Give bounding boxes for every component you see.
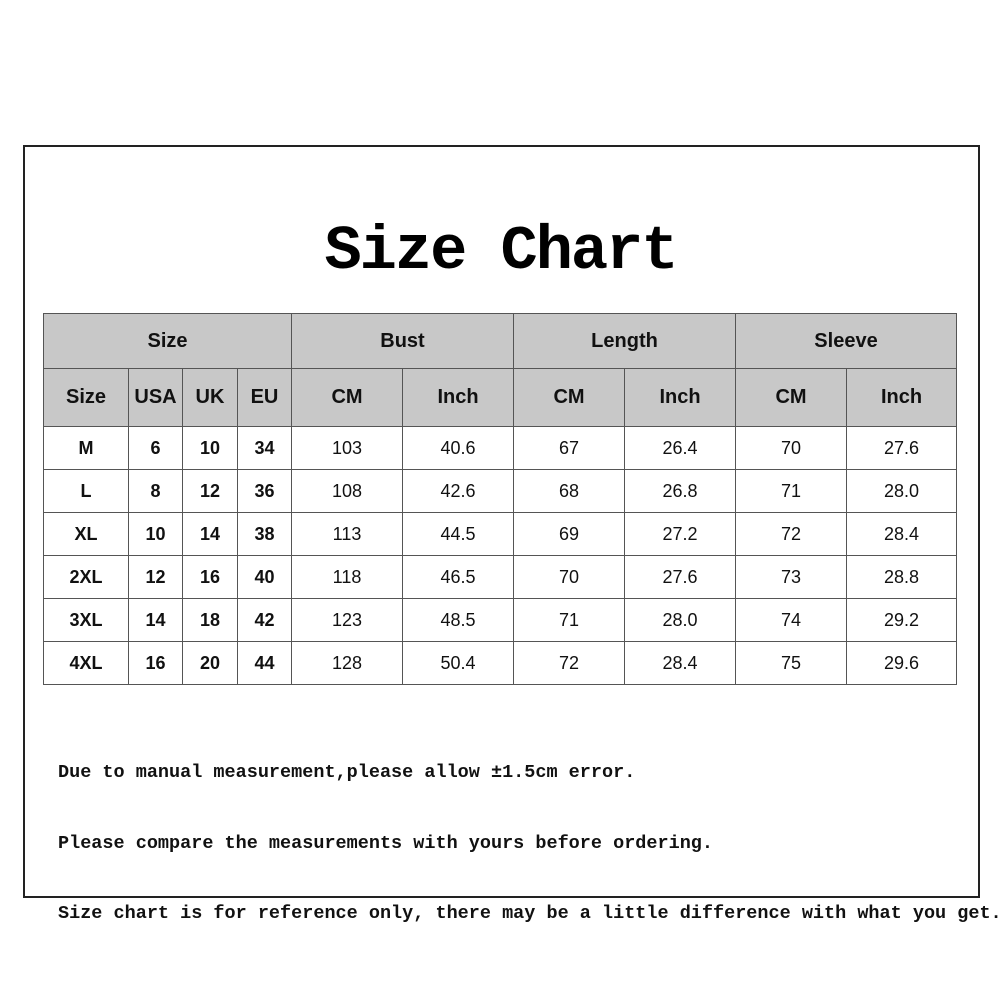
table-cell: 108 [291, 469, 403, 513]
table-cell: 14 [128, 598, 183, 642]
table-cell: 72 [735, 512, 847, 556]
group-header-size: Size [43, 313, 292, 369]
table-cell: 2XL [43, 555, 129, 599]
table-cell: 40 [237, 555, 292, 599]
table-cell: 28.4 [624, 641, 736, 685]
table-cell: 26.4 [624, 426, 736, 470]
table-cell: 34 [237, 426, 292, 470]
table-cell: 16 [182, 555, 238, 599]
table-cell: M [43, 426, 129, 470]
table-cell: 70 [513, 555, 625, 599]
table-cell: 27.2 [624, 512, 736, 556]
table-cell: 12 [128, 555, 183, 599]
table-cell: 46.5 [402, 555, 514, 599]
table-cell: 28.4 [846, 512, 957, 556]
table-row: 3XL 14 18 42 123 48.5 71 28.0 74 29.2 [43, 598, 957, 642]
table-cell: 44.5 [402, 512, 514, 556]
column-header: Inch [624, 368, 736, 427]
table-cell: 20 [182, 641, 238, 685]
table-cell: 44 [237, 641, 292, 685]
table-row: L 8 12 36 108 42.6 68 26.8 71 28.0 [43, 469, 957, 513]
table-cell: 118 [291, 555, 403, 599]
page-title: Size Chart [324, 216, 678, 287]
table-cell: 40.6 [402, 426, 514, 470]
table-row: 4XL 16 20 44 128 50.4 72 28.4 75 29.6 [43, 641, 957, 685]
table-cell: 27.6 [846, 426, 957, 470]
column-header: EU [237, 368, 292, 427]
table-cell: 113 [291, 512, 403, 556]
table-cell: 28.0 [624, 598, 736, 642]
note-line: Due to manual measurement,please allow ±… [58, 762, 636, 783]
table-cell: 50.4 [402, 641, 514, 685]
table-cell: 38 [237, 512, 292, 556]
table-cell: 42 [237, 598, 292, 642]
column-header: USA [128, 368, 183, 427]
table-cell: 29.6 [846, 641, 957, 685]
table-cell: 69 [513, 512, 625, 556]
table-cell: XL [43, 512, 129, 556]
column-header: Inch [402, 368, 514, 427]
table-cell: 27.6 [624, 555, 736, 599]
table-cell: 72 [513, 641, 625, 685]
table-cell: 12 [182, 469, 238, 513]
chart-frame [23, 145, 980, 898]
table-cell: 67 [513, 426, 625, 470]
table-cell: L [43, 469, 129, 513]
table-row: M 6 10 34 103 40.6 67 26.4 70 27.6 [43, 426, 957, 470]
table-cell: 29.2 [846, 598, 957, 642]
table-cell: 3XL [43, 598, 129, 642]
size-table: Size Bust Length Sleeve Size USA UK EU CM Inc… [43, 313, 957, 685]
column-header: CM [735, 368, 847, 427]
table-cell: 8 [128, 469, 183, 513]
group-header-bust: Bust [291, 313, 514, 369]
note-line: Size chart is for reference only, there … [58, 903, 1001, 924]
note-line: Please compare the measurements with you… [58, 832, 714, 854]
column-header: UK [182, 368, 238, 427]
table-cell: 73 [735, 555, 847, 599]
table-cell: 6 [128, 426, 183, 470]
table-cell: 71 [513, 598, 625, 642]
table-cell: 14 [182, 512, 238, 556]
table-cell: 16 [128, 641, 183, 685]
table-cell: 28.8 [846, 555, 957, 599]
table-cell: 48.5 [402, 598, 514, 642]
table-cell: 70 [735, 426, 847, 470]
table-cell: 10 [182, 426, 238, 470]
table-cell: 128 [291, 641, 403, 685]
table-cell: 74 [735, 598, 847, 642]
table-cell: 28.0 [846, 469, 957, 513]
column-header: Size [43, 368, 129, 427]
table-cell: 71 [735, 469, 847, 513]
group-header-sleeve: Sleeve [735, 313, 957, 369]
table-cell: 68 [513, 469, 625, 513]
table-cell: 18 [182, 598, 238, 642]
table-cell: 42.6 [402, 469, 514, 513]
group-header-length: Length [513, 313, 736, 369]
table-cell: 26.8 [624, 469, 736, 513]
table-row: XL 10 14 38 113 44.5 69 27.2 72 28.4 [43, 512, 957, 556]
table-cell: 123 [291, 598, 403, 642]
table-cell: 36 [237, 469, 292, 513]
table-cell: 4XL [43, 641, 129, 685]
table-cell: 103 [291, 426, 403, 470]
column-header: CM [291, 368, 403, 427]
column-header: CM [513, 368, 625, 427]
table-row: 2XL 12 16 40 118 46.5 70 27.6 73 28.8 [43, 555, 957, 599]
notes: Due to manual measurement,please allow ±… [58, 714, 1001, 949]
table-cell: 10 [128, 512, 183, 556]
column-header: Inch [846, 368, 957, 427]
table-cell: 75 [735, 641, 847, 685]
